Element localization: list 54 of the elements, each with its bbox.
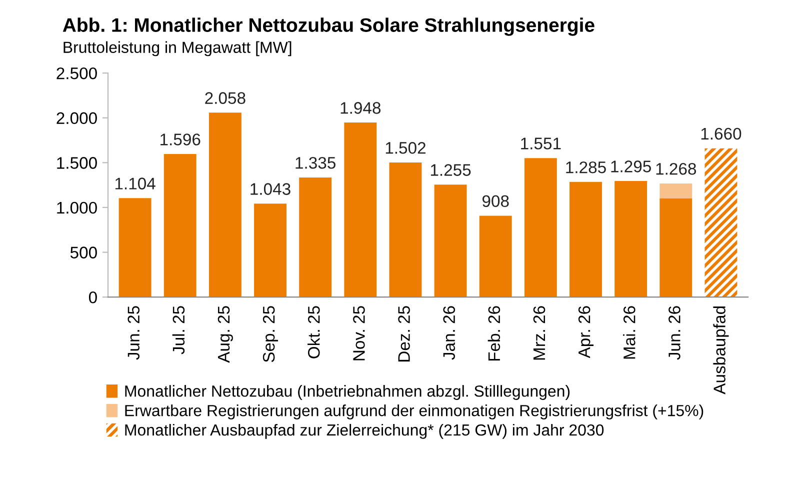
total-label: 1.255 [430,164,471,176]
x-tick-label: Sep. 25 [262,306,278,362]
x-tick-label: Feb. 26 [488,306,500,361]
bar [660,198,692,298]
legend-label: Monatlicher Ausbaupfad zur Zielerreichung* (215 GW) im Jahr 2030 [125,424,604,439]
x-tick-label: Mai. 26 [623,306,636,359]
total-label: 1.660 [701,128,742,140]
bar [570,182,602,298]
bar [614,181,648,298]
chart-title: Abb. 1: Monatlicher Nettozubau Solare Strahlungsenergie [62,18,594,36]
x-tick-label: Nov. 25 [353,306,365,360]
y-tick-label: 1.500 [57,157,97,169]
total-label: 1.268 [656,162,696,175]
y-tick-label: 500 [70,246,97,258]
total-label: 1.502 [386,142,426,154]
total-label: 1.043 [250,183,290,195]
x-tick-label: Ausbaupfad [713,306,729,394]
x-tick-label: Dez. 25 [398,306,410,362]
bar [208,112,242,298]
bar [389,162,422,298]
x-tick-label: Mrz. 26 [533,306,546,360]
chart-subtitle: Bruttoleistung in Megawatt [MW] [64,41,292,56]
y-tick-label: 0 [88,291,97,304]
bar [254,204,286,298]
total-label: 908 [482,195,509,208]
x-tick-label: Apr. 26 [578,306,594,358]
total-label: 2.058 [205,92,246,104]
total-label: 1.335 [296,156,336,169]
legend-label: Erwartbare Registrierungen aufgrund der einmonatigen Registrierungsfrist (+15%) [125,404,704,420]
bar [660,183,692,198]
bar [299,177,332,298]
x-tick-label: Aug. 25 [218,306,233,363]
bar [118,198,152,298]
bar [524,158,557,298]
x-tick-label: Jun. 25 [128,306,140,360]
x-tick-label: Jan. 26 [443,306,456,360]
bar [344,122,377,298]
bar [164,154,196,298]
total-label: 1.948 [340,102,381,114]
bar [704,148,738,298]
legend-label: Monatlicher Nettozubau (Inbetriebnahmen abzgl. Stilllegungen) [125,385,570,400]
bar [434,184,467,298]
total-label: 1.285 [566,161,606,174]
y-tick-label: 2.000 [56,112,97,124]
bar [479,216,512,298]
x-tick-label: Okt. 25 [308,306,320,358]
total-label: 1.295 [611,160,651,172]
x-tick-label: Jul. 25 [172,306,185,354]
y-tick-label: 2.500 [56,67,97,80]
total-label: 1.551 [521,138,561,150]
x-tick-label: Jun. 26 [668,306,680,360]
total-label: 1.104 [115,178,156,190]
y-tick-label: 1.000 [57,202,97,214]
total-label: 1.596 [160,134,200,146]
